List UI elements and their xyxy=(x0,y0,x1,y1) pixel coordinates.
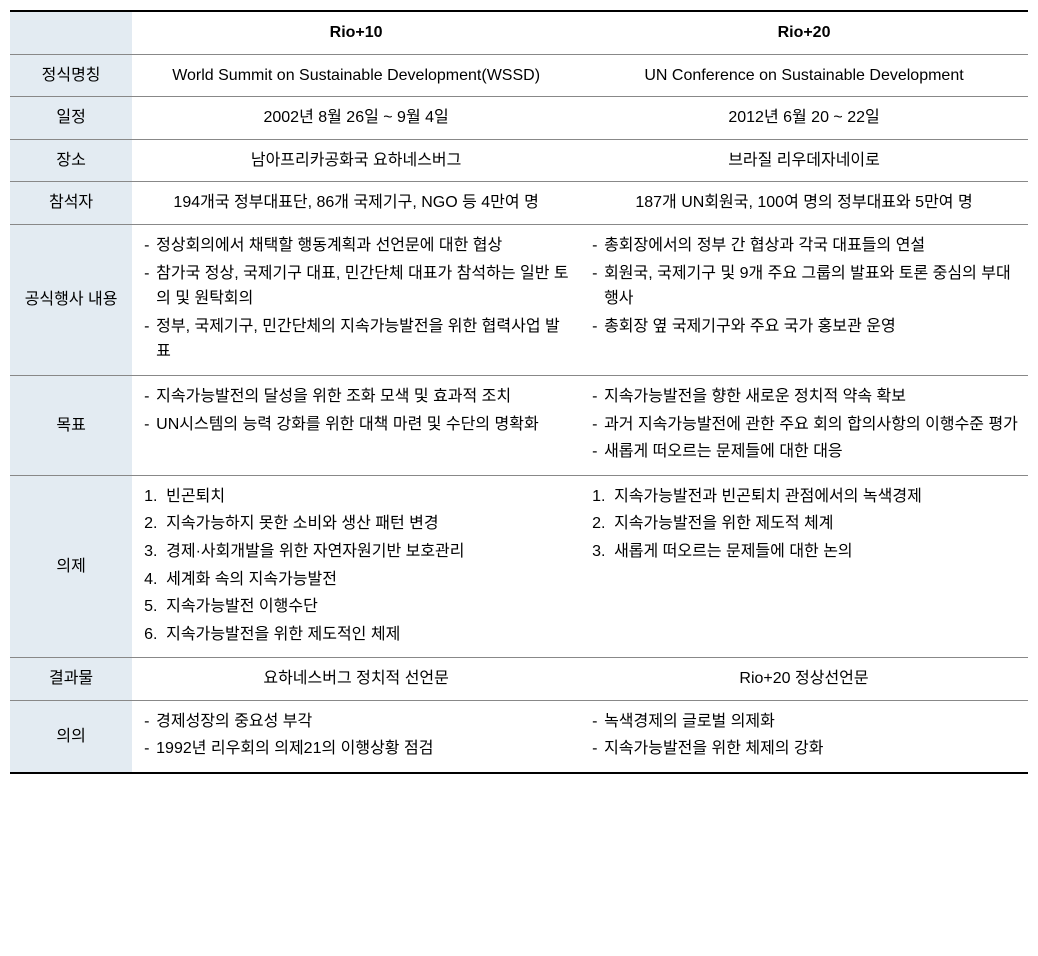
list-item: 4.세계화 속의 지속가능발전 xyxy=(142,567,570,593)
header-blank xyxy=(10,11,132,54)
events-col1: 정상회의에서 채택할 행동계획과 선언문에 대한 협상참가국 정상, 국제기구 … xyxy=(132,224,580,375)
label-name: 정식명칭 xyxy=(10,54,132,97)
schedule-col1: 2002년 8월 26일 ~ 9월 4일 xyxy=(132,97,580,140)
goals-col2: 지속가능발전을 향한 새로운 정치적 약속 확보과거 지속가능발전에 관한 주요… xyxy=(580,375,1028,475)
list-item: UN시스템의 능력 강화를 위한 대책 마련 및 수단의 명확화 xyxy=(142,412,570,438)
goals-col2-list: 지속가능발전을 향한 새로운 정치적 약속 확보과거 지속가능발전에 관한 주요… xyxy=(590,384,1018,465)
row-goals: 목표 지속가능발전의 달성을 위한 조화 모색 및 효과적 조치UN시스템의 능… xyxy=(10,375,1028,475)
goals-col1: 지속가능발전의 달성을 위한 조화 모색 및 효과적 조치UN시스템의 능력 강… xyxy=(132,375,580,475)
label-outcome: 결과물 xyxy=(10,658,132,701)
header-col2: Rio+20 xyxy=(580,11,1028,54)
list-item: 1.빈곤퇴치 xyxy=(142,484,570,510)
label-attendees: 참석자 xyxy=(10,182,132,225)
list-item: 경제성장의 중요성 부각 xyxy=(142,709,570,735)
list-item: 지속가능발전의 달성을 위한 조화 모색 및 효과적 조치 xyxy=(142,384,570,410)
agenda-col1: 1.빈곤퇴치2.지속가능하지 못한 소비와 생산 패턴 변경3.경제·사회개발을… xyxy=(132,475,580,658)
item-number: 2. xyxy=(592,511,605,537)
list-item: 6.지속가능발전을 위한 제도적인 체제 xyxy=(142,622,570,648)
row-outcome: 결과물 요하네스버그 정치적 선언문 Rio+20 정상선언문 xyxy=(10,658,1028,701)
label-significance: 의의 xyxy=(10,700,132,773)
header-row: Rio+10 Rio+20 xyxy=(10,11,1028,54)
list-item: 지속가능발전을 위한 체제의 강화 xyxy=(590,736,1018,762)
list-item: 회원국, 국제기구 및 9개 주요 그룹의 발표와 토론 중심의 부대행사 xyxy=(590,261,1018,312)
agenda-col2: 1.지속가능발전과 빈곤퇴치 관점에서의 녹색경제2.지속가능발전을 위한 제도… xyxy=(580,475,1028,658)
row-name: 정식명칭 World Summit on Sustainable Develop… xyxy=(10,54,1028,97)
list-item: 2.지속가능발전을 위한 제도적 체계 xyxy=(590,511,1018,537)
name-col1: World Summit on Sustainable Development(… xyxy=(132,54,580,97)
list-item: 새롭게 떠오르는 문제들에 대한 대응 xyxy=(590,439,1018,465)
outcome-col1: 요하네스버그 정치적 선언문 xyxy=(132,658,580,701)
list-item: 정상회의에서 채택할 행동계획과 선언문에 대한 협상 xyxy=(142,233,570,259)
events-col1-list: 정상회의에서 채택할 행동계획과 선언문에 대한 협상참가국 정상, 국제기구 … xyxy=(142,233,570,365)
label-schedule: 일정 xyxy=(10,97,132,140)
list-item: 참가국 정상, 국제기구 대표, 민간단체 대표가 참석하는 일반 토의 및 원… xyxy=(142,261,570,312)
list-item: 지속가능발전을 향한 새로운 정치적 약속 확보 xyxy=(590,384,1018,410)
significance-col1: 경제성장의 중요성 부각1992년 리우회의 의제21의 이행상황 점검 xyxy=(132,700,580,773)
row-agenda: 의제 1.빈곤퇴치2.지속가능하지 못한 소비와 생산 패턴 변경3.경제·사회… xyxy=(10,475,1028,658)
significance-col2: 녹색경제의 글로벌 의제화지속가능발전을 위한 체제의 강화 xyxy=(580,700,1028,773)
item-number: 1. xyxy=(144,484,157,510)
item-number: 2. xyxy=(144,511,157,537)
agenda-col2-list: 1.지속가능발전과 빈곤퇴치 관점에서의 녹색경제2.지속가능발전을 위한 제도… xyxy=(590,484,1018,565)
list-item: 총회장에서의 정부 간 협상과 각국 대표들의 연설 xyxy=(590,233,1018,259)
row-place: 장소 남아프리카공화국 요하네스버그 브라질 리우데자네이로 xyxy=(10,139,1028,182)
row-schedule: 일정 2002년 8월 26일 ~ 9월 4일 2012년 6월 20 ~ 22… xyxy=(10,97,1028,140)
place-col2: 브라질 리우데자네이로 xyxy=(580,139,1028,182)
list-item: 1992년 리우회의 의제21의 이행상황 점검 xyxy=(142,736,570,762)
list-item: 1.지속가능발전과 빈곤퇴치 관점에서의 녹색경제 xyxy=(590,484,1018,510)
name-col2: UN Conference on Sustainable Development xyxy=(580,54,1028,97)
agenda-col1-list: 1.빈곤퇴치2.지속가능하지 못한 소비와 생산 패턴 변경3.경제·사회개발을… xyxy=(142,484,570,648)
item-number: 1. xyxy=(592,484,605,510)
significance-col2-list: 녹색경제의 글로벌 의제화지속가능발전을 위한 체제의 강화 xyxy=(590,709,1018,762)
item-number: 3. xyxy=(592,539,605,565)
list-item: 정부, 국제기구, 민간단체의 지속가능발전을 위한 협력사업 발표 xyxy=(142,314,570,365)
list-item: 녹색경제의 글로벌 의제화 xyxy=(590,709,1018,735)
item-number: 4. xyxy=(144,567,157,593)
list-item: 5.지속가능발전 이행수단 xyxy=(142,594,570,620)
events-col2: 총회장에서의 정부 간 협상과 각국 대표들의 연설회원국, 국제기구 및 9개… xyxy=(580,224,1028,375)
events-col2-list: 총회장에서의 정부 간 협상과 각국 대표들의 연설회원국, 국제기구 및 9개… xyxy=(590,233,1018,339)
outcome-col2: Rio+20 정상선언문 xyxy=(580,658,1028,701)
header-col1: Rio+10 xyxy=(132,11,580,54)
attendees-col2: 187개 UN회원국, 100여 명의 정부대표와 5만여 명 xyxy=(580,182,1028,225)
list-item: 2.지속가능하지 못한 소비와 생산 패턴 변경 xyxy=(142,511,570,537)
significance-col1-list: 경제성장의 중요성 부각1992년 리우회의 의제21의 이행상황 점검 xyxy=(142,709,570,762)
label-events: 공식행사 내용 xyxy=(10,224,132,375)
goals-col1-list: 지속가능발전의 달성을 위한 조화 모색 및 효과적 조치UN시스템의 능력 강… xyxy=(142,384,570,437)
list-item: 총회장 옆 국제기구와 주요 국가 홍보관 운영 xyxy=(590,314,1018,340)
label-place: 장소 xyxy=(10,139,132,182)
schedule-col2: 2012년 6월 20 ~ 22일 xyxy=(580,97,1028,140)
attendees-col1: 194개국 정부대표단, 86개 국제기구, NGO 등 4만여 명 xyxy=(132,182,580,225)
place-col1: 남아프리카공화국 요하네스버그 xyxy=(132,139,580,182)
list-item: 3.경제·사회개발을 위한 자연자원기반 보호관리 xyxy=(142,539,570,565)
label-agenda: 의제 xyxy=(10,475,132,658)
item-number: 6. xyxy=(144,622,157,648)
row-attendees: 참석자 194개국 정부대표단, 86개 국제기구, NGO 등 4만여 명 1… xyxy=(10,182,1028,225)
list-item: 3.새롭게 떠오르는 문제들에 대한 논의 xyxy=(590,539,1018,565)
item-number: 3. xyxy=(144,539,157,565)
row-significance: 의의 경제성장의 중요성 부각1992년 리우회의 의제21의 이행상황 점검 … xyxy=(10,700,1028,773)
item-number: 5. xyxy=(144,594,157,620)
row-events: 공식행사 내용 정상회의에서 채택할 행동계획과 선언문에 대한 협상참가국 정… xyxy=(10,224,1028,375)
label-goals: 목표 xyxy=(10,375,132,475)
comparison-table: Rio+10 Rio+20 정식명칭 World Summit on Susta… xyxy=(10,10,1028,774)
list-item: 과거 지속가능발전에 관한 주요 회의 합의사항의 이행수준 평가 xyxy=(590,412,1018,438)
